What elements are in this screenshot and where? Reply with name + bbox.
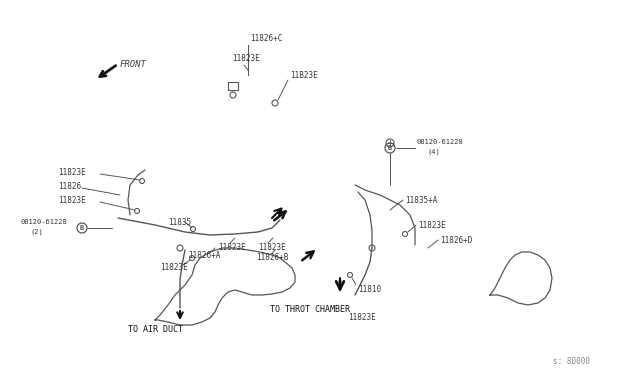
Text: (4): (4) xyxy=(428,149,441,155)
Text: 11823E: 11823E xyxy=(348,314,376,323)
Text: 11826+C: 11826+C xyxy=(250,33,282,42)
Text: FRONT: FRONT xyxy=(120,60,147,68)
Text: 11B23E: 11B23E xyxy=(290,71,317,80)
Text: 08120-61228: 08120-61228 xyxy=(20,219,67,225)
Text: TO THROT CHAMBER: TO THROT CHAMBER xyxy=(270,305,350,314)
Text: 11823E: 11823E xyxy=(258,244,285,253)
Text: B: B xyxy=(80,225,84,231)
Text: 11835+A: 11835+A xyxy=(405,196,437,205)
Text: 08120-61228: 08120-61228 xyxy=(417,139,464,145)
Text: 11810: 11810 xyxy=(358,285,381,295)
Text: 11823E: 11823E xyxy=(58,167,86,176)
Text: 11823E: 11823E xyxy=(160,263,188,273)
Text: s: 80000: s: 80000 xyxy=(553,357,590,366)
Text: TO AIR DUCT: TO AIR DUCT xyxy=(127,326,182,334)
Text: B: B xyxy=(388,145,392,151)
Text: 11826: 11826 xyxy=(58,182,81,190)
Text: 11823E: 11823E xyxy=(418,221,445,230)
Text: 11826+A: 11826+A xyxy=(188,251,220,260)
Text: 11826+B: 11826+B xyxy=(256,253,289,263)
Text: 11823E: 11823E xyxy=(232,54,260,62)
Text: 11823E: 11823E xyxy=(218,244,246,253)
Text: 11826+D: 11826+D xyxy=(440,235,472,244)
Text: 11823E: 11823E xyxy=(58,196,86,205)
Bar xyxy=(228,82,238,90)
Text: (2): (2) xyxy=(30,229,43,235)
Text: 11835: 11835 xyxy=(168,218,191,227)
